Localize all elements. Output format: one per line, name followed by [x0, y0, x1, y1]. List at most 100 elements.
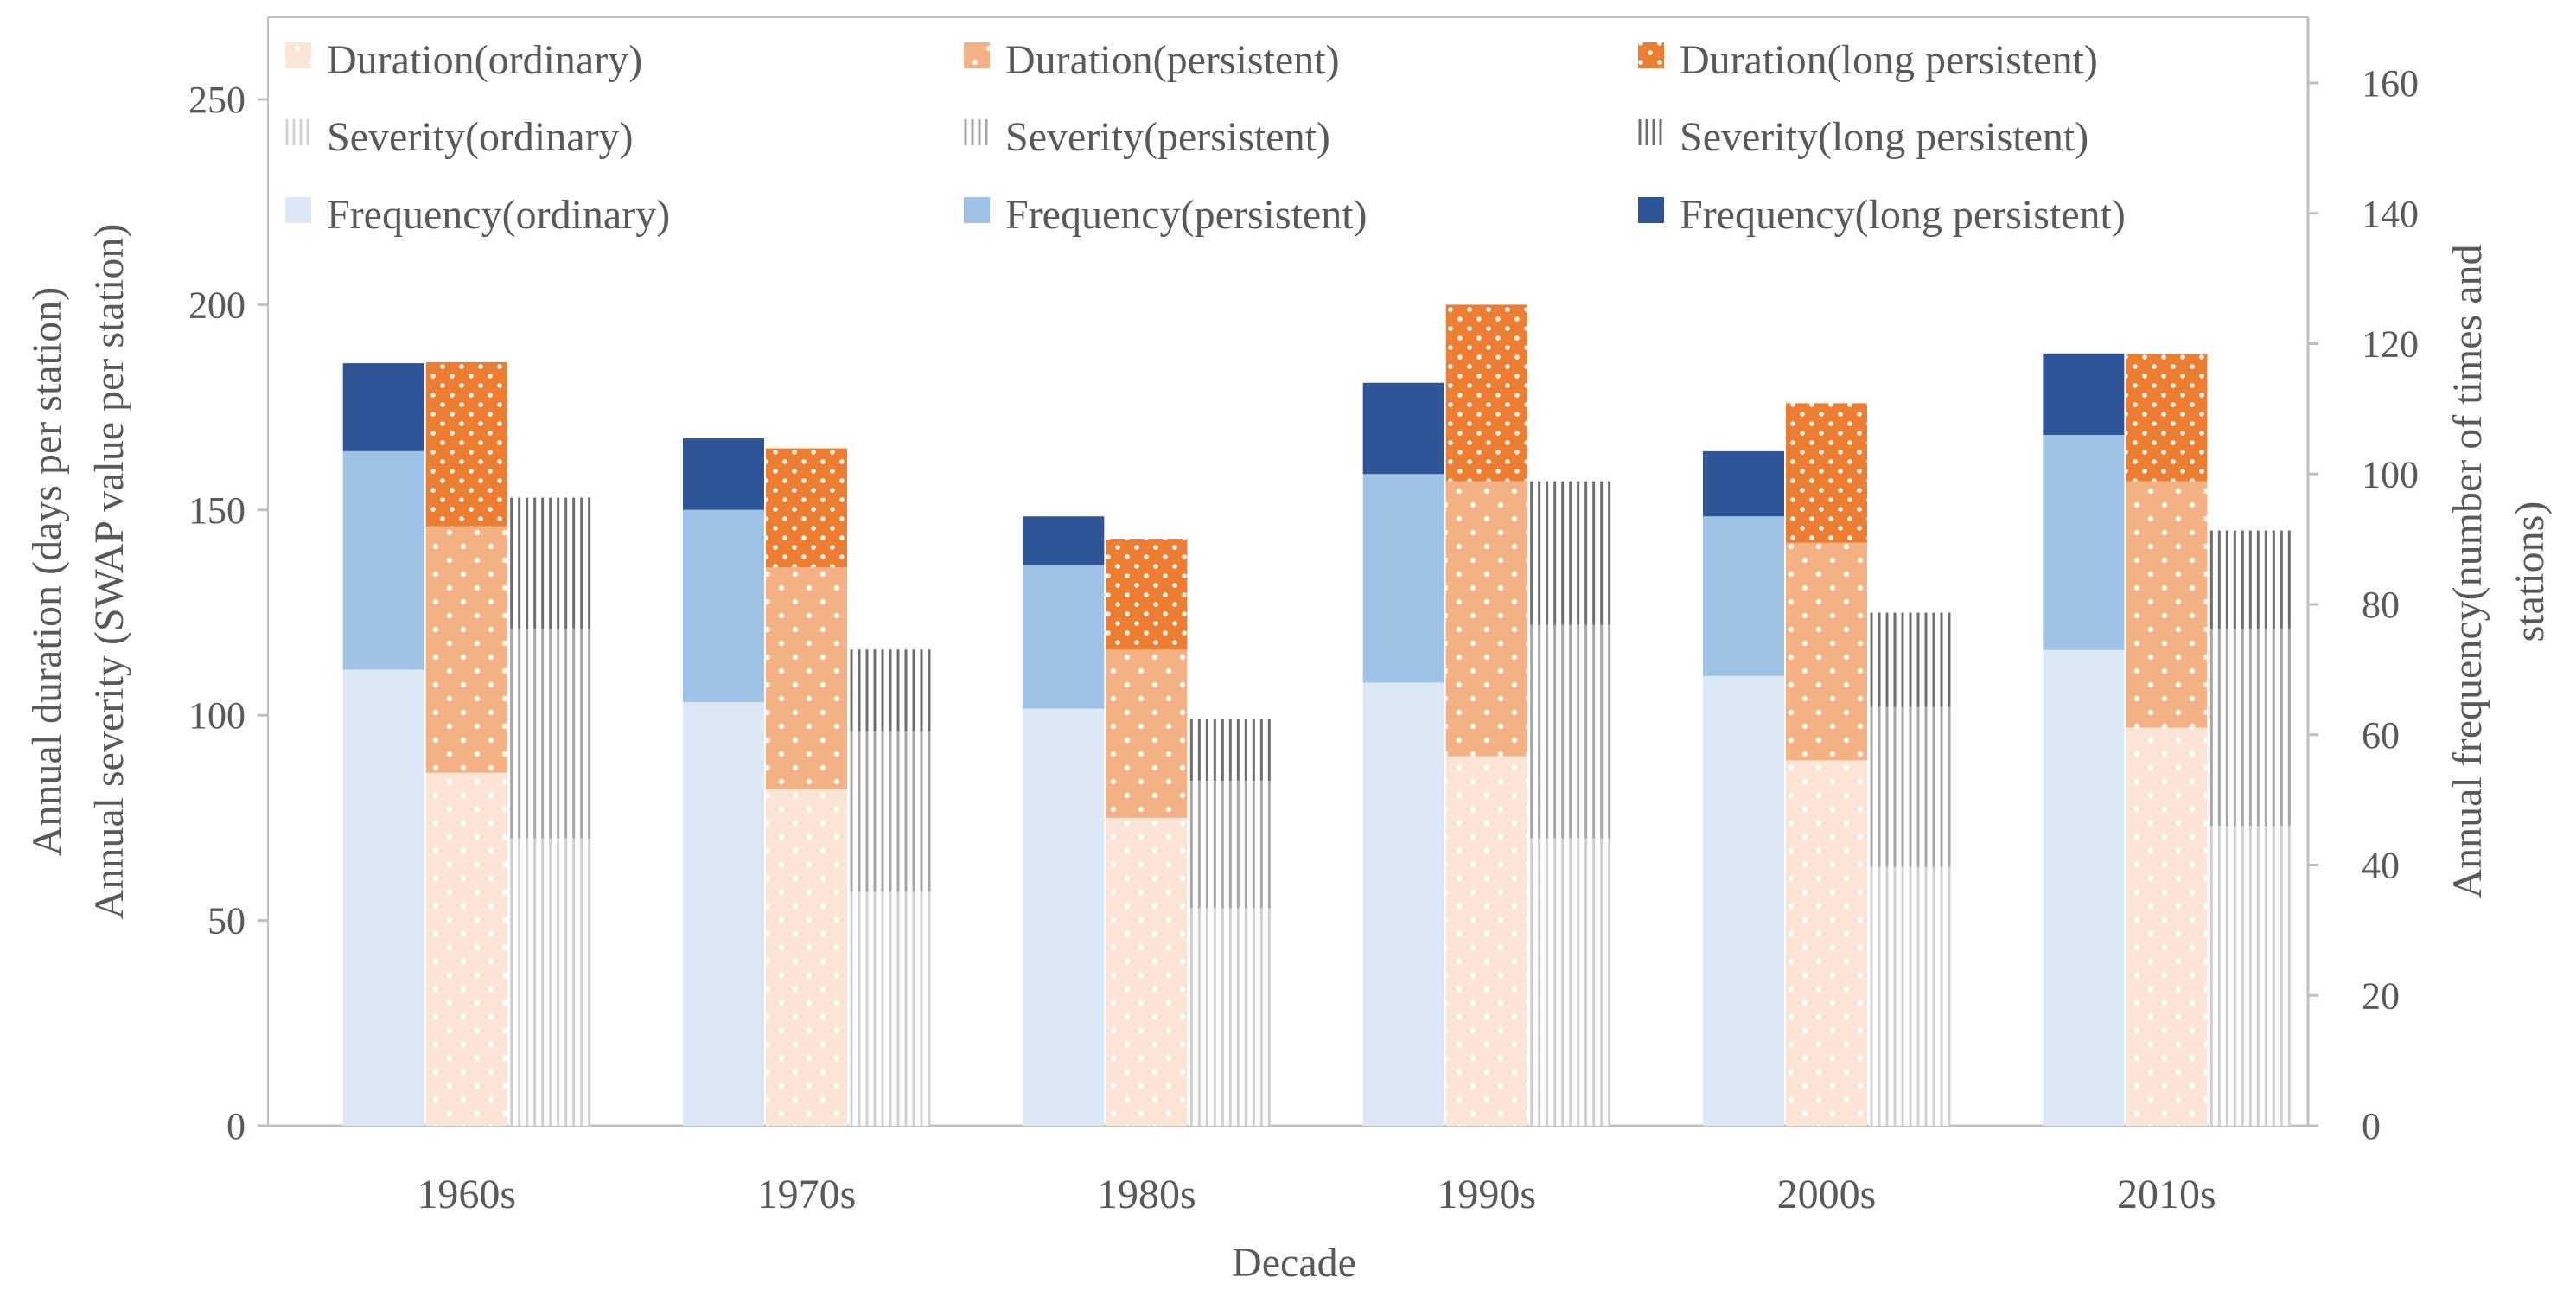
duration-long-persistent-bar-1970s-pattern [766, 448, 847, 568]
frequency-ordinary-bar-2010s [2043, 649, 2125, 1126]
legend-swatch-pattern [285, 42, 311, 68]
frequency-persistent-bar-2010s [2043, 435, 2125, 650]
severity-ordinary-bar-2000s-hatch [1870, 866, 1951, 1126]
legend-label: Duration(long persistent) [1680, 37, 2098, 83]
legend-item: Severity(ordinary) [285, 114, 634, 160]
left-tick-label: 150 [188, 489, 245, 532]
duration-long-persistent-bar-1990s-pattern [1445, 304, 1527, 482]
legend-label: Frequency(persistent) [1005, 192, 1368, 238]
legend-label: Severity(long persistent) [1680, 114, 2088, 160]
x-axis-title: Decade [1232, 1240, 1356, 1286]
left-tick-label: 50 [207, 900, 245, 942]
legend-item: Frequency(ordinary) [285, 192, 670, 238]
x-tick-label: 2000s [1777, 1172, 1877, 1217]
duration-ordinary-bar-2000s-pattern [1786, 760, 1867, 1126]
duration-persistent-bar-2010s-pattern [2126, 481, 2208, 728]
right-tick-label: 160 [2362, 62, 2419, 105]
duration-persistent-bar-1970s-pattern [766, 567, 847, 789]
frequency-persistent-bar-2000s [1703, 516, 1784, 676]
right-tick-label: 0 [2362, 1105, 2381, 1147]
severity-long-persistent-bar-1970s-hatch [850, 649, 931, 732]
frequency-ordinary-bar-1960s [342, 669, 424, 1126]
right-tick-label: 40 [2362, 845, 2400, 887]
duration-ordinary-bar-1980s-pattern [1106, 817, 1188, 1126]
severity-ordinary-bar-2010s-hatch [2209, 826, 2291, 1126]
legend-swatch [964, 197, 990, 223]
duration-persistent-bar-1980s-pattern [1106, 649, 1188, 818]
left-axis-title-line-1: Annual severity (SWAP value per station) [86, 224, 132, 920]
duration-ordinary-bar-1970s-pattern [766, 789, 847, 1126]
left-axis-ticks: 0 50 100 150 200 250 [188, 79, 268, 1147]
frequency-ordinary-bar-2000s [1703, 675, 1784, 1126]
severity-long-persistent-bar-1990s-hatch [1530, 481, 1611, 625]
right-axis-title: Annual frequency(number of times and sta… [2445, 244, 2553, 898]
severity-long-persistent-bar-1960s-hatch [510, 497, 591, 629]
legend-item: Severity(long persistent) [1638, 114, 2088, 160]
frequency-ordinary-bar-1990s [1362, 682, 1444, 1126]
legend-label: Severity(persistent) [1005, 114, 1330, 160]
frequency-ordinary-bar-1970s [683, 702, 764, 1126]
severity-long-persistent-bar-1980s-hatch [1189, 719, 1271, 782]
frequency-persistent-bar-1970s [683, 509, 764, 703]
legend-item: Severity(persistent) [964, 114, 1330, 160]
right-tick-label: 60 [2362, 714, 2400, 757]
frequency-persistent-bar-1980s [1023, 565, 1105, 709]
legend: Duration(ordinary) Duration(persistent) Du… [285, 37, 2126, 238]
legend-label: Frequency(ordinary) [327, 192, 670, 238]
left-axis-title: Annual severity (SWAP value per station)… [24, 224, 132, 920]
legend-label: Severity(ordinary) [327, 114, 634, 160]
severity-long-persistent-bar-2010s-hatch [2209, 530, 2291, 629]
legend-label: Duration(persistent) [1005, 37, 1340, 83]
right-tick-label: 100 [2362, 453, 2419, 495]
right-axis-title-line-2: stations) [2507, 501, 2553, 642]
severity-persistent-bar-2010s-hatch [2209, 629, 2291, 827]
severity-ordinary-bar-1960s-hatch [510, 838, 591, 1126]
right-tick-label: 20 [2362, 974, 2400, 1017]
legend-swatch-pattern [964, 42, 990, 68]
severity-persistent-bar-2000s-hatch [1870, 706, 1951, 867]
legend-item: Duration(persistent) [964, 37, 1340, 83]
duration-ordinary-bar-2010s-pattern [2126, 727, 2208, 1126]
severity-persistent-bar-1970s-hatch [850, 731, 931, 892]
duration-ordinary-bar-1990s-pattern [1445, 756, 1527, 1126]
legend-swatch-pattern [1638, 42, 1664, 68]
legend-swatch [1638, 197, 1664, 223]
duration-long-persistent-bar-1960s-pattern [425, 361, 507, 527]
x-tick-label: 1980s [1097, 1172, 1196, 1217]
severity-persistent-bar-1980s-hatch [1189, 781, 1271, 909]
duration-persistent-bar-2000s-pattern [1786, 542, 1867, 761]
right-tick-label: 80 [2362, 584, 2400, 626]
frequency-long-persistent-bar-1970s [683, 438, 764, 510]
frequency-long-persistent-bar-1980s [1023, 516, 1105, 565]
x-tick-label: 1970s [757, 1172, 857, 1217]
legend-label: Frequency(long persistent) [1680, 192, 2126, 238]
left-tick-label: 250 [188, 79, 245, 121]
left-axis-title-line-2: Annual duration (days per station) [24, 287, 70, 857]
legend-item: Duration(ordinary) [285, 37, 642, 83]
duration-long-persistent-bar-2010s-pattern [2126, 354, 2208, 482]
right-tick-label: 120 [2362, 323, 2419, 366]
left-tick-label: 100 [188, 694, 245, 737]
legend-item: Frequency(persistent) [964, 192, 1368, 238]
legend-swatch [285, 197, 311, 223]
duration-long-persistent-bar-1980s-pattern [1106, 539, 1188, 650]
right-tick-label: 140 [2362, 193, 2419, 235]
legend-item: Duration(long persistent) [1638, 37, 2098, 83]
duration-ordinary-bar-1960s-pattern [425, 772, 507, 1126]
right-axis-ticks: 0 20 40 60 80 100 120 140 160 [2308, 62, 2419, 1147]
frequency-long-persistent-bar-1960s [342, 363, 424, 451]
legend-item: Frequency(long persistent) [1638, 192, 2126, 238]
severity-persistent-bar-1990s-hatch [1530, 624, 1611, 839]
duration-long-persistent-bar-2000s-pattern [1786, 403, 1867, 543]
frequency-ordinary-bar-1980s [1023, 708, 1105, 1126]
x-tick-label: 2010s [2117, 1172, 2216, 1217]
frequency-long-persistent-bar-2010s [2043, 353, 2125, 436]
severity-ordinary-bar-1990s-hatch [1530, 838, 1611, 1126]
severity-persistent-bar-1960s-hatch [510, 629, 591, 839]
frequency-persistent-bar-1960s [342, 450, 424, 670]
frequency-persistent-bar-1990s [1362, 474, 1444, 683]
severity-long-persistent-bar-2000s-hatch [1870, 612, 1951, 707]
legend-label: Duration(ordinary) [327, 37, 642, 83]
duration-persistent-bar-1990s-pattern [1445, 481, 1527, 757]
